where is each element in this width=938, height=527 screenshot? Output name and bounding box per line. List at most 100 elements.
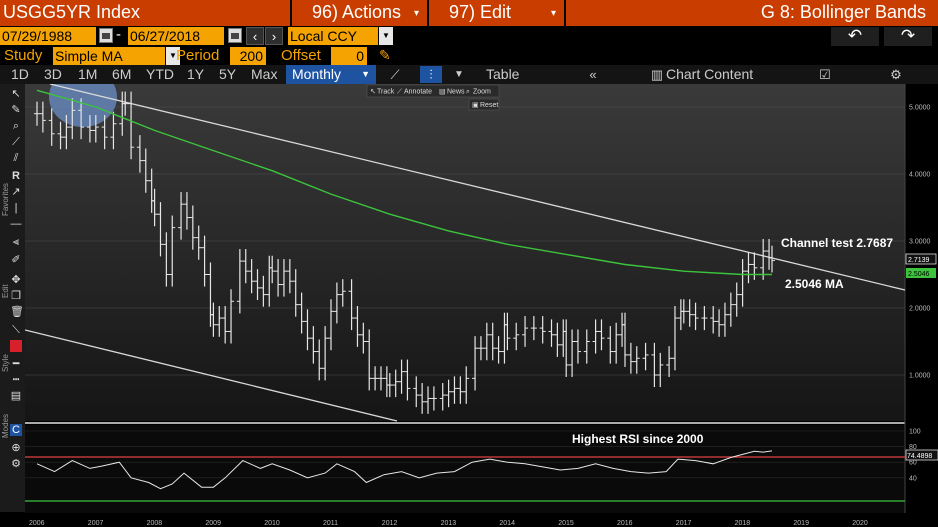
chart-area[interactable]: 5.0000 4.0000 3.0000 2.0000 1.0000 100 80 60 40… — [25, 84, 938, 527]
edit-tab[interactable]: Edit — [1, 284, 10, 298]
x-tick-label: 2010 — [264, 520, 280, 527]
x-tick-label: 2015 — [558, 520, 574, 527]
trash-icon[interactable]: 🗑 — [10, 306, 24, 318]
y-tick-label: 2.0000 — [909, 306, 931, 313]
gear-icon[interactable]: ⚙ — [890, 67, 902, 82]
crosshair-mode-icon[interactable]: C — [10, 424, 22, 436]
chart-toolbar-background — [366, 84, 500, 98]
magnifier-icon[interactable]: ⌕ — [12, 120, 20, 132]
rsi-gridlines — [25, 430, 905, 479]
frequency-select[interactable]: Monthly ▼ — [286, 65, 376, 84]
x-tick-label: 2009 — [205, 520, 221, 527]
reset-icon[interactable]: ▣ — [472, 102, 479, 109]
currency-select[interactable]: Local CCY — [288, 27, 378, 45]
line-style-icon[interactable]: ⟍ — [12, 324, 20, 336]
chevron-down-icon[interactable]: ▼ — [379, 27, 393, 45]
offset-label: Offset — [281, 47, 321, 64]
ma-price-tag: 2.5046 — [906, 268, 936, 278]
price-bars — [34, 91, 775, 414]
x-tick-label: 2020 — [852, 520, 868, 527]
news-button[interactable]: News — [447, 89, 465, 96]
horizontal-line-icon[interactable]: — — [10, 218, 22, 230]
chart-canvas[interactable]: 5.0000 4.0000 3.0000 2.0000 1.0000 100 80 60 40… — [25, 84, 938, 527]
edit-chart-icon[interactable]: ☑ — [819, 67, 831, 82]
gann-icon[interactable]: ⫷ — [12, 236, 20, 248]
ma-value-label: 2.5046 MA — [785, 277, 844, 291]
favorites-tab[interactable]: Favorites — [1, 183, 10, 216]
svg-text:2.7139: 2.7139 — [908, 257, 930, 264]
security-ticker[interactable]: USGG5YR Index — [0, 0, 290, 26]
pen-icon[interactable]: ✎ — [11, 104, 21, 116]
range-button-5y[interactable]: 5Y — [219, 66, 237, 82]
trendline-icon[interactable]: ⟋ — [12, 136, 20, 148]
range-toolbar: 1D 3D 1M 6M YTD 1Y 5Y Max Monthly ▼ ⟋ ⫶ … — [0, 65, 938, 84]
modes-tab[interactable]: Modes — [1, 413, 10, 438]
x-tick-label: 2007 — [88, 520, 104, 527]
period-input[interactable]: 200 — [230, 47, 266, 65]
pencil-icon[interactable]: ✐ — [11, 254, 21, 266]
table-button[interactable]: Table — [486, 66, 520, 82]
reset-button[interactable]: Reset — [480, 102, 498, 109]
cursor-icon[interactable]: ↖ — [11, 88, 21, 100]
undo-icon[interactable]: ↶ — [831, 27, 879, 46]
edit-menu-button[interactable]: 97) Edit ▾ — [429, 0, 564, 26]
collapse-left-icon[interactable]: « — [589, 67, 597, 82]
offset-input[interactable]: 0 — [331, 47, 367, 65]
copy-icon[interactable]: ❐ — [11, 290, 21, 302]
rsi-tick-label: 100 — [909, 429, 921, 436]
svg-text:74.4898: 74.4898 — [907, 453, 932, 460]
channel-lower-line — [25, 329, 398, 422]
news-icon[interactable]: ▤ — [439, 89, 446, 96]
style-tab[interactable]: Style — [1, 354, 10, 372]
range-button-ytd[interactable]: YTD — [146, 66, 174, 82]
next-arrow-icon[interactable]: › — [265, 27, 283, 45]
range-button-6m[interactable]: 6M — [112, 66, 132, 82]
annotate-button[interactable]: Annotate — [404, 89, 432, 96]
pencil-icon[interactable]: ✎ — [379, 47, 391, 63]
chart-content-icon[interactable]: ▥ — [650, 67, 664, 82]
zoom-button[interactable]: Zoom — [473, 89, 491, 96]
previous-arrow-icon[interactable]: ‹ — [246, 27, 264, 45]
redo-icon[interactable]: ↷ — [884, 27, 932, 46]
x-tick-label: 2013 — [441, 520, 457, 527]
range-button-1m[interactable]: 1M — [78, 66, 98, 82]
track-button[interactable]: Track — [377, 89, 395, 96]
calendar-icon[interactable] — [228, 28, 242, 43]
track-icon[interactable]: ↖ — [370, 89, 376, 96]
retracement-icon[interactable]: R — [12, 170, 20, 182]
ray-icon[interactable]: ↗ — [11, 186, 21, 198]
move-icon[interactable]: ✥ — [11, 274, 21, 286]
range-button-1d[interactable]: 1D — [11, 66, 29, 82]
color-swatch-icon[interactable] — [10, 340, 22, 352]
price-panel-background — [25, 84, 905, 421]
end-date-field[interactable]: 06/27/2018 — [128, 27, 224, 45]
rsi-panel-background — [25, 425, 905, 513]
annotate-icon[interactable]: ⟋ — [397, 88, 402, 96]
fill-icon[interactable]: ▤ — [10, 390, 22, 402]
zoom-icon[interactable]: ⌕ — [466, 89, 470, 96]
study-type-select[interactable]: Simple MA — [53, 47, 165, 65]
line-chart-icon[interactable]: ⟋ — [390, 67, 400, 82]
range-button-3d[interactable]: 3D — [44, 66, 62, 82]
dash-style-icon[interactable]: ┅ — [12, 374, 20, 386]
chart-content-button[interactable]: Chart Content — [666, 66, 754, 82]
line-width-icon[interactable]: ━ — [12, 358, 20, 370]
range-button-max[interactable]: Max — [251, 66, 278, 82]
range-button-1y[interactable]: 1Y — [187, 66, 205, 82]
rsi-tick-label: 60 — [909, 460, 917, 467]
vertical-line-icon[interactable]: | — [14, 202, 18, 214]
x-tick-label: 2012 — [382, 520, 398, 527]
start-date-field[interactable]: 07/29/1988 — [0, 27, 96, 45]
reset-button-background — [468, 98, 500, 111]
pan-mode-icon[interactable]: ⊕ — [11, 442, 21, 454]
x-tick-label: 2017 — [676, 520, 692, 527]
bar-chart-icon[interactable]: ⫶ — [420, 66, 442, 83]
chevron-down-icon: ▾ — [550, 8, 556, 19]
actions-menu-button[interactable]: 96) Actions ▾ — [292, 0, 427, 26]
calendar-icon[interactable] — [99, 28, 113, 43]
chevron-down-icon[interactable]: ▼ — [454, 69, 464, 80]
channel-icon[interactable]: ⫽ — [13, 152, 19, 164]
chevron-down-icon[interactable]: ▼ — [166, 47, 180, 65]
settings-mode-icon[interactable]: ⚙ — [11, 458, 21, 470]
chart-title: G 8: Bollinger Bands — [566, 0, 938, 26]
